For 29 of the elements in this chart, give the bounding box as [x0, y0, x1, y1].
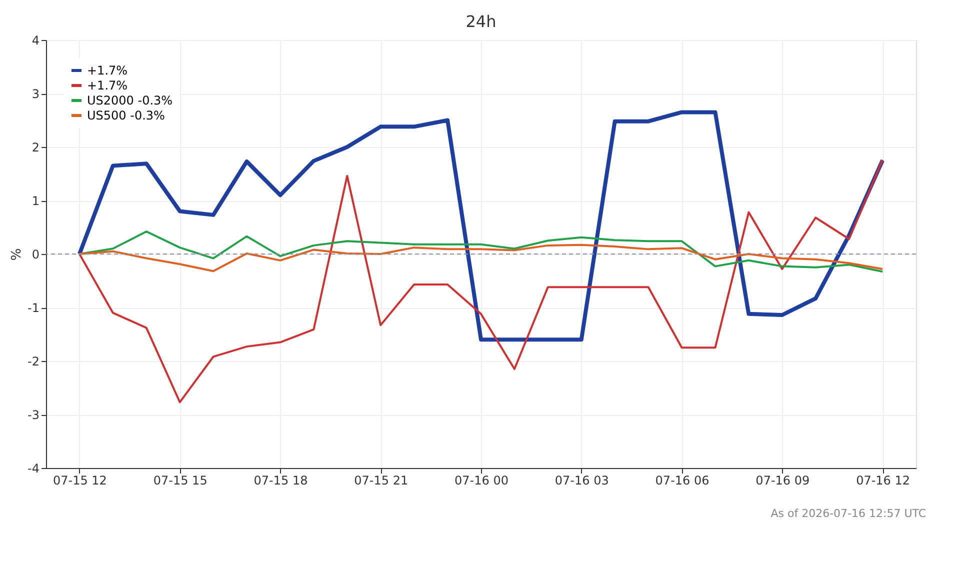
y-tick-label: 2	[32, 140, 40, 154]
y-tick-label: -4	[28, 462, 40, 476]
x-tick-label: 07-16 12	[856, 474, 910, 488]
y-tick-label: -3	[28, 408, 40, 422]
y-axis-title: %	[10, 248, 25, 261]
y-tick-label: 0	[32, 248, 40, 262]
x-tick-label: 07-16 00	[454, 474, 508, 488]
line-series	[78, 158, 884, 404]
y-tick-label: 1	[32, 194, 40, 208]
legend-label: US2000 -0.3%	[87, 94, 173, 108]
x-tick-label: 07-16 09	[756, 474, 810, 488]
y-tick-label: 4	[32, 34, 40, 48]
y-tick-label: -2	[28, 354, 40, 368]
x-tick-label: 07-15 15	[153, 474, 208, 488]
x-tick-label: 07-15 18	[254, 474, 308, 488]
y-tick-label: -1	[28, 301, 40, 315]
line-series	[77, 110, 885, 342]
x-tick-label: 07-16 03	[554, 474, 609, 488]
line-series	[78, 230, 884, 273]
legend-label: +1.7%	[87, 78, 128, 92]
line-series	[78, 244, 884, 272]
y-tick-label: 3	[32, 87, 40, 101]
legend-label: +1.7%	[87, 64, 128, 78]
text: As of 2026-07-16 12:57 UTC	[770, 507, 926, 520]
x-tick-label: 07-16 06	[655, 474, 710, 488]
x-tick-label: 07-15 12	[52, 474, 107, 488]
x-tick-label: 07-15 21	[354, 474, 408, 488]
legend-label: US500 -0.3%	[87, 108, 165, 122]
chart-title: 24h	[466, 12, 496, 31]
